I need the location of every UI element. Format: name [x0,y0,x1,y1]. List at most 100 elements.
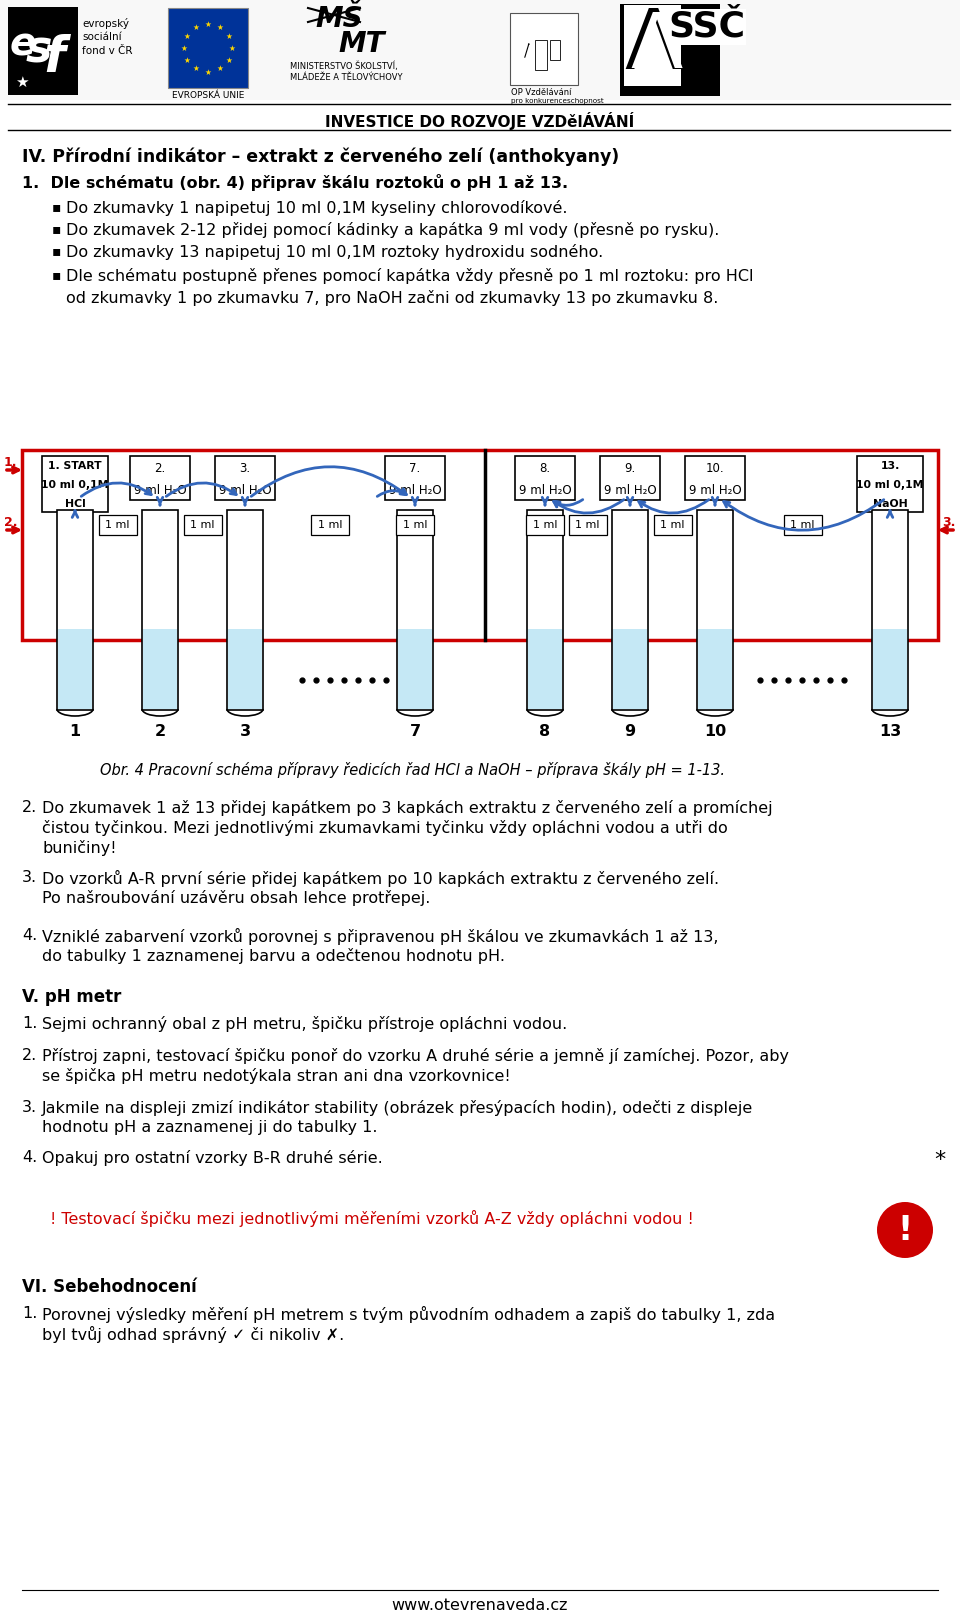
Text: 2.: 2. [155,461,166,475]
Text: ! Testovací špičku mezi jednotlivými měřeními vzorků A-Z vždy opláchni vodou !: ! Testovací špičku mezi jednotlivými měř… [50,1210,694,1227]
Text: INVESTICE DO ROZVOJE VZDělÁVÁNÍ: INVESTICE DO ROZVOJE VZDělÁVÁNÍ [325,112,635,129]
Text: 1. START: 1. START [48,461,102,471]
Text: NaOH: NaOH [873,498,907,509]
Circle shape [877,1201,933,1258]
Text: 3: 3 [239,724,251,739]
Text: ★: ★ [180,44,187,52]
Bar [385,456,445,500]
Bar [613,629,647,708]
Text: 1 ml: 1 ml [106,521,130,530]
Bar [143,629,177,708]
Text: 1 ml: 1 ml [318,521,343,530]
Text: 2: 2 [155,724,165,739]
Bar [57,509,93,710]
Bar [130,456,190,500]
Text: 10.: 10. [706,461,724,475]
Text: ★: ★ [15,74,29,89]
Text: ★: ★ [226,55,232,65]
Bar [396,514,434,535]
Text: Do zkumavky 1 napipetuj 10 ml 0,1M kyseliny chlorovodíkové.: Do zkumavky 1 napipetuj 10 ml 0,1M kysel… [66,201,567,217]
Bar [612,509,648,710]
Bar [0,0,960,100]
Text: 9 ml H₂O: 9 ml H₂O [518,483,571,496]
Bar [142,509,178,710]
Text: 7.: 7. [409,461,420,475]
Text: 1.  Dle schématu (obr. 4) připrav škálu roztoků o pH 1 až 13.: 1. Dle schématu (obr. 4) připrav škálu r… [22,175,568,191]
Text: !: ! [898,1213,913,1247]
Text: e: e [10,26,36,65]
Bar [515,456,575,500]
Text: čistou tyčinkou. Mezi jednotlivými zkumavkami tyčinku vždy opláchni vodou a utři: čistou tyčinkou. Mezi jednotlivými zkuma… [42,820,728,836]
Text: Dle schématu postupně přenes pomocí kapátka vždy přesně po 1 ml roztoku: pro HCl: Dle schématu postupně přenes pomocí kapá… [66,268,754,285]
Bar [42,456,108,513]
Text: 1.: 1. [22,1307,37,1321]
Text: ★: ★ [193,65,200,73]
Text: 3.: 3. [22,1100,37,1116]
Bar [697,509,733,710]
Text: Do vzorků A-R první série přidej kapátkem po 10 kapkách extraktu z červeného zel: Do vzorků A-R první série přidej kapátke… [42,870,719,888]
Text: 10 ml 0,1M: 10 ml 0,1M [41,480,108,490]
Text: hodnotu pH a zaznamenej ji do tabulky 1.: hodnotu pH a zaznamenej ji do tabulky 1. [42,1121,377,1135]
Bar [857,456,923,513]
Bar [620,3,720,95]
Text: se špička pH metru nedotýkala stran ani dna vzorkovnice!: se špička pH metru nedotýkala stran ani … [42,1067,511,1083]
Text: Do zkumavek 2-12 přidej pomocí kádinky a kapátka 9 ml vody (přesně po rysku).: Do zkumavek 2-12 přidej pomocí kádinky a… [66,222,719,238]
Text: 9 ml H₂O: 9 ml H₂O [688,483,741,496]
Text: Do zkumavek 1 až 13 přidej kapátkem po 3 kapkách extraktu z červeného zelí a pro: Do zkumavek 1 až 13 přidej kapátkem po 3… [42,800,773,817]
Text: 8: 8 [540,724,551,739]
Text: 9.: 9. [624,461,636,475]
Text: ▪: ▪ [52,244,61,259]
Text: HCl: HCl [64,498,85,509]
Text: ★: ★ [193,23,200,32]
Text: VI. Sebehodnocení: VI. Sebehodnocení [22,1277,197,1295]
Text: IV. Přírodní indikátor – extrakt z červeného zelí (anthokyany): IV. Přírodní indikátor – extrakt z červe… [22,149,619,167]
Text: ★: ★ [217,23,224,32]
Text: 1 ml: 1 ml [403,521,427,530]
Text: ▪: ▪ [52,268,61,281]
Text: MINISTERSTVO ŠKOLSTVÍ,: MINISTERSTVO ŠKOLSTVÍ, [290,61,397,71]
Text: 9 ml H₂O: 9 ml H₂O [604,483,657,496]
Text: *: * [934,1150,946,1171]
Bar [873,629,907,708]
Bar [22,450,938,640]
Text: 1.: 1. [4,456,17,469]
Text: 1 ml: 1 ml [190,521,215,530]
Text: sociální: sociální [82,32,122,42]
Text: 9 ml H₂O: 9 ml H₂O [389,483,442,496]
Bar [99,514,136,535]
Text: buničiny!: buničiny! [42,839,116,855]
Text: 2.: 2. [4,516,17,529]
Bar [183,514,222,535]
Text: 1 ml: 1 ml [575,521,600,530]
Text: byl tvůj odhad správný ✓ či nikoliv ✗.: byl tvůj odhad správný ✓ či nikoliv ✗. [42,1326,345,1344]
Text: OP Vzdělávání: OP Vzdělávání [511,87,571,97]
Text: ★: ★ [228,44,235,52]
Text: 7: 7 [409,724,420,739]
Text: 1 ml: 1 ml [533,521,557,530]
FancyArrowPatch shape [525,44,529,57]
Text: ▪: ▪ [52,222,61,236]
Text: Do zkumavky 13 napipetuj 10 ml 0,1M roztoky hydroxidu sodného.: Do zkumavky 13 napipetuj 10 ml 0,1M rozt… [66,244,603,260]
Bar [698,629,732,708]
Bar [568,514,607,535]
Text: 2.: 2. [22,800,37,815]
Bar [8,6,78,95]
Text: 4.: 4. [22,1150,37,1164]
Text: ★: ★ [226,31,232,40]
Bar [654,514,691,535]
Text: Vzniklé zabarvení vzorků porovnej s připravenou pH škálou ve zkumavkách 1 až 13,: Vzniklé zabarvení vzorků porovnej s přip… [42,928,718,944]
Text: 3.: 3. [22,870,37,884]
Text: s: s [26,29,53,71]
Text: MT: MT [338,31,385,58]
Bar [527,509,563,710]
Text: fond v ČR: fond v ČR [82,45,132,57]
Text: Obr. 4 Pracovní schéma přípravy ředicích řad HCl a NaOH – příprava škály pH = 1-: Obr. 4 Pracovní schéma přípravy ředicích… [100,762,725,778]
Text: 13.: 13. [880,461,900,471]
Text: ★: ★ [183,31,191,40]
Text: 1 ml: 1 ml [790,521,815,530]
Bar [535,40,547,70]
Text: Λ: Λ [624,5,681,86]
Text: www.otevrenaveda.cz: www.otevrenaveda.cz [392,1598,568,1614]
Text: Jakmile na displeji zmizí indikátor stability (obrázek přesýpacích hodin), odečt: Jakmile na displeji zmizí indikátor stab… [42,1100,754,1116]
Text: Λ: Λ [630,10,683,84]
